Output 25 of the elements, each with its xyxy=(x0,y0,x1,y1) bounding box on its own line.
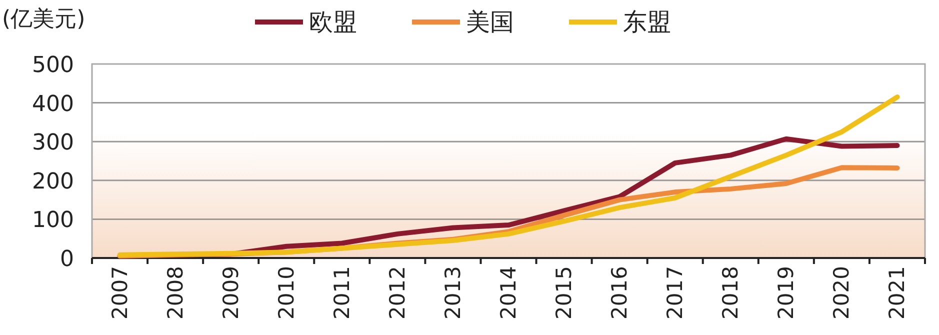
y-tick-label: 100 xyxy=(32,208,74,234)
x-tick-label: 2014 xyxy=(496,266,520,320)
y-axis-title: (亿美元) xyxy=(2,7,86,32)
x-tick-label: 2016 xyxy=(608,266,632,320)
y-tick-label: 400 xyxy=(32,92,74,117)
y-tick-label: 0 xyxy=(60,247,74,272)
x-tick-label: 2021 xyxy=(885,266,910,320)
x-tick-label: 2011 xyxy=(330,266,354,320)
x-tick-label: 2018 xyxy=(718,266,743,320)
x-tick-label: 2008 xyxy=(163,266,188,320)
legend-label: 东盟 xyxy=(623,8,671,36)
x-tick-label: 2017 xyxy=(663,266,688,320)
y-tick-label: 300 xyxy=(32,130,74,156)
y-tick-label: 200 xyxy=(32,169,74,194)
x-tick-label: 2020 xyxy=(830,266,854,320)
x-tick-label: 2012 xyxy=(385,266,410,320)
y-tick-label: 500 xyxy=(32,53,74,78)
x-tick-label: 2009 xyxy=(218,266,243,320)
x-tick-label: 2007 xyxy=(108,266,132,320)
x-tick-label: 2013 xyxy=(440,266,465,320)
legend-label: 美国 xyxy=(466,8,514,36)
legend-label: 欧盟 xyxy=(309,8,357,36)
x-tick-label: 2010 xyxy=(274,266,298,320)
x-tick-label: 2019 xyxy=(774,266,798,320)
x-tick-label: 2015 xyxy=(552,266,576,320)
